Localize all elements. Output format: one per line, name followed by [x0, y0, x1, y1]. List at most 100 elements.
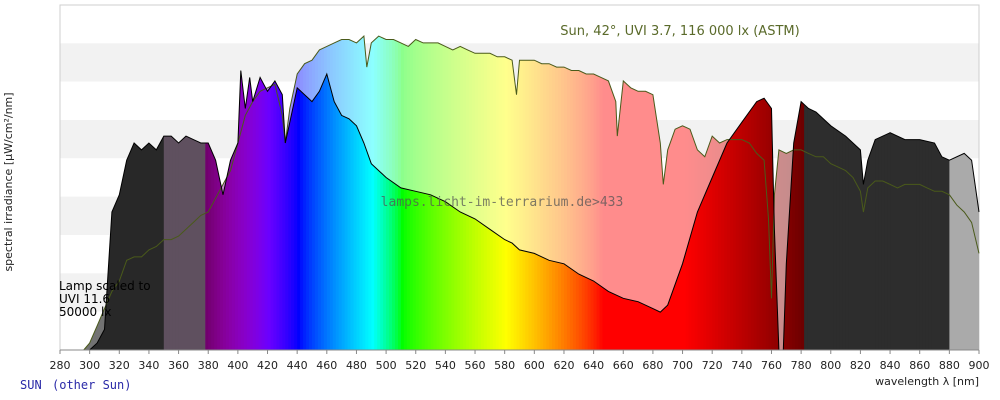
- lamp-color-strip: [860, 70, 864, 350]
- sun-color-strip: [626, 36, 630, 350]
- lamp-color-strip: [395, 70, 399, 350]
- lamp-color-strip: [193, 70, 197, 350]
- x-tick-label: 420: [257, 359, 278, 372]
- sun-color-strip: [501, 36, 506, 350]
- lamp-color-strip: [220, 70, 224, 350]
- lamp-color-strip: [187, 70, 191, 350]
- lamp-color-strip: [427, 70, 432, 350]
- sun-color-strip: [540, 36, 544, 350]
- lamp-color-strip: [887, 70, 891, 350]
- lamp-color-strip: [314, 70, 319, 350]
- x-tick-label: 580: [494, 359, 515, 372]
- lamp-color-strip: [386, 70, 390, 350]
- lamp-color-strip: [762, 70, 767, 350]
- sun-color-strip: [483, 36, 488, 350]
- sun-color-strip: [661, 36, 666, 350]
- lamp-color-strip: [285, 70, 289, 350]
- lamp-color-strip: [255, 70, 260, 350]
- lamp-color-strip: [128, 70, 132, 350]
- sun-color-strip: [495, 36, 500, 350]
- sun-series-line: [83, 35, 980, 351]
- lamp-color-strip: [830, 70, 835, 350]
- sun-color-strip: [685, 36, 689, 350]
- sun-color-strip: [652, 36, 657, 350]
- sun-color-strip: [691, 36, 695, 350]
- lamp-color-strip: [303, 70, 307, 350]
- sun-color-strip: [439, 36, 443, 350]
- x-tick-label: 760: [761, 359, 782, 372]
- sun-color-strip: [531, 36, 535, 350]
- sun-color-strip: [561, 36, 565, 350]
- lamp-color-strip: [904, 70, 909, 350]
- lamp-color-strip: [813, 70, 817, 350]
- lamp-color-strip: [949, 70, 953, 350]
- lamp-color-strip: [421, 70, 426, 350]
- sun-color-strip: [481, 36, 485, 350]
- lamp-color-strip: [958, 70, 962, 350]
- lamp-color-strip: [341, 70, 346, 350]
- sun-color-strip: [575, 36, 580, 350]
- lamp-color-strip: [703, 70, 707, 350]
- x-axis-label: wavelength λ [nm]: [875, 375, 979, 388]
- lamp-color-strip: [166, 70, 171, 350]
- lamp-color-strip: [317, 70, 322, 350]
- lamp-color-strip: [148, 70, 153, 350]
- lamp-color-strip: [202, 70, 206, 350]
- lamp-color-strip: [380, 70, 384, 350]
- sun-color-strip: [605, 36, 609, 350]
- lamp-color-strip: [134, 70, 138, 350]
- sun-color-strip: [507, 36, 512, 350]
- lamp-color-strip: [398, 70, 402, 350]
- grid-band: [60, 5, 979, 44]
- x-tick-label: 740: [731, 359, 752, 372]
- lamp-color-strip: [234, 70, 239, 350]
- x-tick-label: 640: [583, 359, 604, 372]
- sun-color-strip: [664, 36, 669, 350]
- x-tick-label: 440: [287, 359, 308, 372]
- lamp-color-strip: [798, 70, 802, 350]
- chart-title: Sun, 42°, UVI 3.7, 116 000 lx (ASTM): [560, 24, 799, 39]
- sun-color-strip: [632, 36, 636, 350]
- lamp-color-strip: [839, 70, 844, 350]
- lamp-color-strip: [178, 70, 183, 350]
- sun-color-strip: [564, 36, 568, 350]
- lamp-color-strip: [436, 70, 440, 350]
- lamp-color-strip: [448, 70, 452, 350]
- lamp-annotation-line-1: Lamp scaled to: [59, 279, 151, 293]
- lamp-color-strip: [237, 70, 242, 350]
- lamp-color-strip: [217, 70, 221, 350]
- sun-color-strip: [433, 36, 437, 350]
- lamp-color-strip: [890, 70, 894, 350]
- sun-color-strip: [469, 36, 473, 350]
- sun-color-strip: [783, 36, 787, 350]
- lamp-color-strip: [294, 70, 298, 350]
- lamp-color-strip: [848, 70, 853, 350]
- x-tick-label: 820: [850, 359, 871, 372]
- lamp-color-strip: [934, 70, 938, 350]
- sun-color-strip: [460, 36, 464, 350]
- sun-color-strip: [623, 36, 627, 350]
- x-tick-label: 600: [524, 359, 545, 372]
- lamp-color-strip: [214, 70, 218, 350]
- sun-color-strip: [670, 36, 675, 350]
- lamp-color-strip: [753, 70, 758, 350]
- lamp-color-strip: [967, 70, 971, 350]
- lamp-color-strip: [184, 70, 188, 350]
- x-tick-label: 880: [939, 359, 960, 372]
- lamp-color-strip: [875, 70, 879, 350]
- sun-color-strip: [617, 36, 621, 350]
- lamp-color-strip: [430, 70, 435, 350]
- lamp-color-strip: [229, 70, 233, 350]
- lamp-color-strip: [955, 70, 959, 350]
- lamp-color-strip: [931, 70, 936, 350]
- lamp-color-strip: [857, 70, 861, 350]
- x-tick-label: 480: [346, 359, 367, 372]
- lamp-color-strip: [181, 70, 185, 350]
- sun-color-strip: [780, 36, 784, 350]
- lamp-color-strip: [131, 70, 135, 350]
- sun-color-strip: [478, 36, 482, 350]
- sun-color-strip: [638, 36, 642, 350]
- lamp-color-strip: [359, 70, 363, 350]
- sun-color-strip: [552, 36, 556, 350]
- footer-sun-label: SUN: [20, 378, 42, 392]
